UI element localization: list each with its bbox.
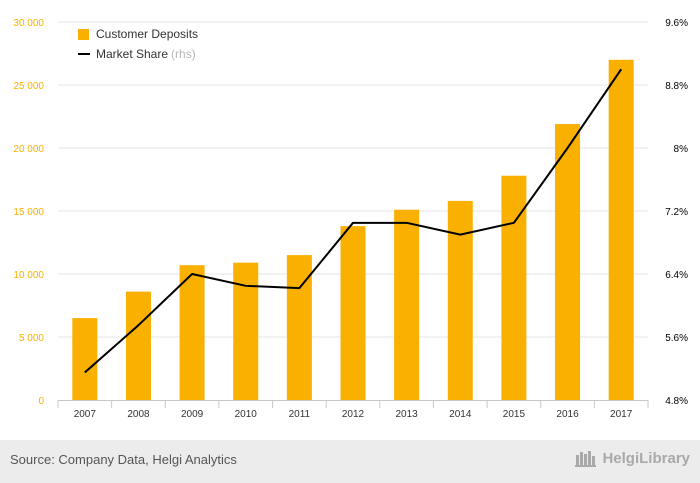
bar <box>394 209 420 400</box>
y-left-tick-label: 15 000 <box>13 207 44 218</box>
y-right-tick-label: 8.8% <box>665 81 688 92</box>
brand-logo-link[interactable]: HelgiLibrary <box>575 449 690 467</box>
bar <box>125 291 151 400</box>
x-tick-label: 2013 <box>396 409 419 420</box>
x-tick-label: 2007 <box>74 409 97 420</box>
y-right-tick-label: 4.8% <box>665 396 688 407</box>
legend-item-market-share[interactable]: Market Share (rhs) <box>78 44 198 64</box>
legend-swatch-deposits <box>78 28 89 40</box>
chart-area: 0 5 000 10 000 15 000 20 000 25 000 30 000 4.8%… <box>13 18 689 420</box>
y-right-tick-label: 5.6% <box>665 333 688 344</box>
x-tick-label: 2016 <box>556 409 579 420</box>
y-right-tick-label: 6.4% <box>665 270 688 281</box>
bar <box>447 200 473 400</box>
y-left-tick-label: 10 000 <box>13 270 44 281</box>
bar <box>608 59 634 401</box>
legend-label-deposits: Customer Deposits <box>96 27 199 41</box>
x-tick-label: 2011 <box>289 409 311 420</box>
y-left-tick-label: 30 000 <box>13 18 44 29</box>
bar <box>555 124 581 400</box>
legend-label-market-share: Market Share <box>96 47 169 61</box>
y-left-tick-label: 20 000 <box>13 144 44 155</box>
y-left-tick-label: 0 <box>38 396 44 407</box>
y-left-tick-label: 5 000 <box>19 333 44 344</box>
legend-swatch-market-share <box>78 53 90 55</box>
x-tick-label: 2014 <box>449 409 472 420</box>
bar <box>179 265 205 400</box>
y-right-tick-label: 7.2% <box>665 207 688 218</box>
source-text: Source: Company Data, Helgi Analytics <box>10 452 237 467</box>
y-left-tick-label: 25 000 <box>13 81 44 92</box>
x-tick-label: 2009 <box>181 409 204 420</box>
x-tick-label: 2012 <box>342 409 365 420</box>
y-right-tick-label: 8% <box>674 144 689 155</box>
y-right-tick-label: 9.6% <box>665 18 688 29</box>
library-icon <box>575 451 597 467</box>
footer: Source: Company Data, Helgi Analytics He… <box>0 440 700 483</box>
x-tick-label: 2015 <box>503 409 526 420</box>
market-share-line <box>84 68 623 374</box>
x-tick-label: 2008 <box>127 409 150 420</box>
x-tick-label: 2017 <box>610 409 633 420</box>
legend-label-suffix: (rhs) <box>171 47 196 61</box>
x-tick-label: 2010 <box>235 409 258 420</box>
brand-name: HelgiLibrary <box>602 449 690 467</box>
legend: Customer Deposits Market Share (rhs) <box>78 24 198 64</box>
chart-svg: 0 5 000 10 000 15 000 20 000 25 000 30 000 4.8%… <box>13 18 689 420</box>
bar <box>501 175 527 400</box>
bar <box>340 226 366 400</box>
legend-item-deposits[interactable]: Customer Deposits <box>78 24 198 44</box>
bar <box>72 318 98 400</box>
